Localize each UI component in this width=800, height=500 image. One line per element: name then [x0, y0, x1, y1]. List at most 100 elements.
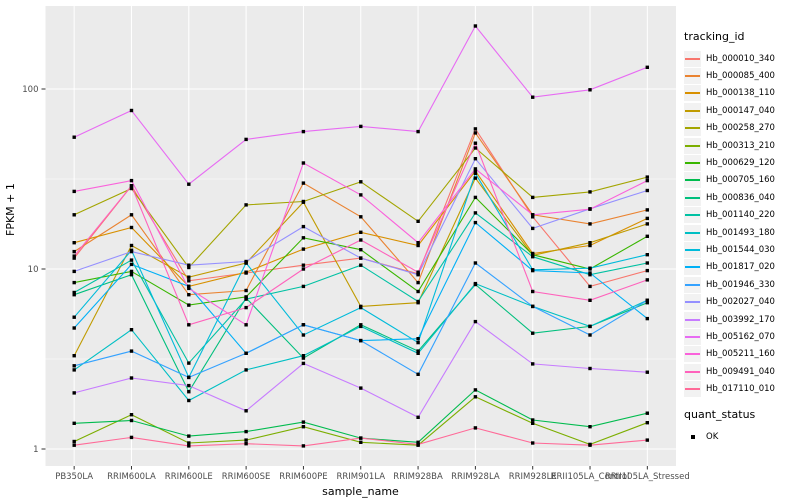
data-point-marker [473, 167, 478, 171]
data-point-marker [645, 268, 649, 273]
data-point-marker [359, 180, 363, 184]
data-point-marker [129, 418, 134, 423]
legend-entry-label: Hb_001544_030 [706, 244, 775, 255]
data-point-marker [416, 280, 420, 285]
legend-entry: Hb_009491_040 [684, 363, 798, 380]
data-point-marker [72, 241, 76, 245]
data-point-marker [473, 281, 478, 286]
data-point-marker [129, 178, 134, 183]
data-point-marker [416, 289, 420, 294]
data-point-marker [588, 366, 592, 371]
data-point-marker [588, 207, 592, 211]
data-point-marker [531, 304, 535, 309]
data-point-marker [72, 439, 76, 444]
data-point-marker [416, 270, 420, 274]
legend-entry: Hb_000138_110 [684, 85, 798, 102]
data-point-marker [473, 211, 478, 215]
x-tick-label: RRIM600PE [279, 472, 327, 482]
data-point-marker [244, 259, 248, 264]
legend-key [684, 85, 701, 102]
legend-color-line-icon [685, 283, 700, 286]
data-point-marker [645, 208, 649, 212]
legend-key [684, 137, 701, 154]
data-point-marker [129, 213, 134, 217]
data-point-marker [244, 323, 248, 327]
data-point-marker [244, 351, 248, 355]
legend-key [684, 189, 701, 206]
data-point-marker [187, 390, 191, 394]
legend-key [684, 50, 701, 67]
data-point-marker [129, 262, 134, 267]
data-point-marker [301, 263, 306, 267]
legend-color-line-icon [685, 370, 700, 373]
data-point-marker [645, 411, 649, 415]
data-point-marker [244, 137, 248, 142]
legend-key [684, 120, 701, 137]
data-point-marker [244, 438, 248, 442]
x-tick-label: RRII105LA_Control [551, 472, 630, 482]
data-point-marker [531, 418, 535, 422]
data-point-marker [301, 420, 306, 424]
legend-color-line-icon [685, 127, 700, 130]
data-point-marker [301, 284, 306, 289]
data-point-marker [473, 176, 478, 180]
data-point-marker [588, 88, 592, 92]
legend-color-line-icon [685, 196, 700, 199]
data-point-marker [588, 271, 592, 275]
data-point-marker [645, 65, 649, 69]
data-point-marker [588, 190, 592, 194]
legend-entry-label: Hb_000705_160 [706, 175, 775, 186]
data-point-marker [187, 293, 191, 297]
x-tick-label: RRIM928LA [451, 472, 500, 482]
data-point-marker [187, 265, 191, 270]
data-point-marker [187, 263, 191, 267]
axis-tick-labels: 1 10 100 PB350LA RRIM600LA RRIM600LE RRIM600SE… [22, 85, 689, 482]
data-point-marker [416, 372, 420, 376]
data-point-marker [301, 425, 306, 429]
data-point-marker [72, 135, 76, 139]
data-point-marker [72, 290, 76, 295]
data-point-marker [531, 215, 535, 219]
data-point-marker [416, 415, 420, 419]
legend-color-line-icon [685, 318, 700, 321]
data-point-marker [531, 255, 535, 259]
y-tick-label: 10 [28, 265, 39, 275]
data-point-marker [244, 305, 248, 310]
data-point-marker [531, 441, 535, 445]
data-point-marker [187, 286, 191, 291]
legend-color-line-icon [685, 57, 700, 60]
legend-entry: Hb_000147_040 [684, 102, 798, 119]
data-point-marker [588, 298, 592, 302]
data-point-marker [72, 254, 76, 258]
legend-entry-label: Hb_000138_110 [706, 88, 775, 99]
data-point-marker [187, 303, 191, 307]
data-point-marker [473, 169, 478, 173]
data-point-marker [588, 333, 592, 337]
data-point-marker [416, 299, 420, 304]
data-point-marker [359, 305, 363, 310]
data-point-marker [129, 249, 134, 254]
data-point-marker [531, 253, 535, 257]
data-point-marker [416, 243, 420, 248]
legend-key [684, 68, 701, 85]
data-point-marker [531, 289, 535, 294]
data-point-marker [645, 421, 649, 425]
x-axis-title: sample_name [322, 485, 399, 498]
legend-color-line-icon [685, 92, 700, 95]
legend-key [684, 311, 701, 328]
data-point-marker [416, 273, 420, 277]
data-point-marker [416, 440, 420, 444]
data-point-marker [359, 256, 363, 260]
legend-key [684, 276, 701, 293]
data-point-marker [645, 370, 649, 374]
legend-entry-label: Hb_009491_040 [706, 366, 775, 377]
data-point-marker [588, 241, 592, 245]
legend-color-line-icon [685, 179, 700, 182]
legend-key [684, 294, 701, 311]
legend-key [684, 224, 701, 241]
legend-entry-label: Hb_002027_040 [706, 297, 775, 308]
data-point-marker [129, 269, 134, 274]
legend-entry-label: Hb_001140_220 [706, 210, 775, 221]
data-point-marker [531, 195, 535, 200]
legend-entry: Hb_000629_120 [684, 154, 798, 172]
